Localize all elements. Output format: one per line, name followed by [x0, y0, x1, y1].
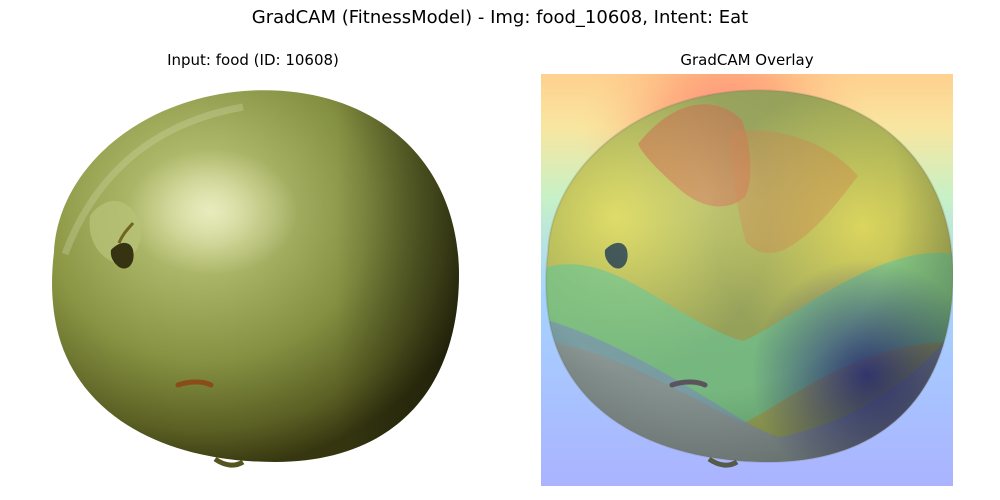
input-food-image	[47, 74, 459, 486]
gradcam-overlay-image	[541, 74, 953, 486]
gradcam-panel-title: GradCAM Overlay	[680, 51, 814, 69]
input-panel-title: Input: food (ID: 10608)	[167, 51, 339, 69]
figure-title: GradCAM (FitnessModel) - Img: food_10608…	[251, 7, 749, 28]
